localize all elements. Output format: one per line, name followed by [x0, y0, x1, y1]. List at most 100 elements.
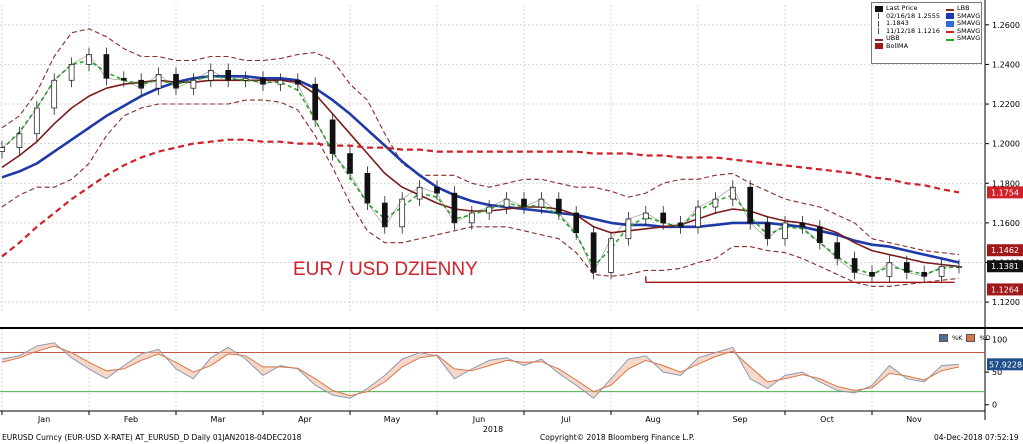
candle-body	[103, 54, 110, 79]
candle-body	[68, 64, 75, 81]
candle-body	[660, 212, 667, 224]
legend-label: BollMA	[886, 41, 909, 50]
price-tick-label: 1.1600	[992, 219, 1020, 228]
candle-body	[747, 186, 754, 224]
legend-swatch	[875, 43, 883, 50]
legend-swatch	[875, 5, 883, 12]
price-candles	[0, 47, 962, 284]
series-smavg-1	[1, 79, 960, 268]
chart-axes: 1.2600 1.2400 1.2200 1.2000 1.1800 1.1600 1.14…	[1, 21, 1023, 434]
legend-item: 02/16/18 1.2555	[875, 12, 940, 21]
month-tick-label: Feb	[124, 415, 138, 424]
candle-body	[173, 73, 179, 89]
instrument-label: EURUSD Curncy (EUR-USD X-RATE) AT_EURUSD…	[2, 433, 302, 442]
legend-swatch	[946, 13, 955, 20]
osc-series-0	[1, 342, 960, 399]
legend-item: LBB	[946, 4, 980, 13]
candle-body	[364, 173, 371, 204]
candle-body	[695, 206, 701, 228]
candle-body	[712, 198, 719, 208]
candle-body	[573, 212, 580, 234]
candle-body	[399, 198, 406, 228]
price-tick-label: 1.1200	[992, 298, 1020, 307]
price-tag-box	[987, 186, 1023, 199]
price-tick-label: 1.2000	[992, 140, 1020, 149]
legend-label: SMAVG	[957, 11, 981, 20]
osc-tick-label: 100	[992, 336, 1007, 345]
legend-item: 1.1843	[875, 19, 940, 28]
osc-tick-label: 0	[992, 401, 997, 410]
legend-item: 11/12/18 1.1216	[875, 26, 941, 36]
legend-label: LBB	[957, 4, 970, 12]
stochastic-oscillator: 100 50 0 57.9228	[0, 336, 1023, 410]
legend-column-left: Last Price 02/16/18 1.2555 1.1843 11/12/18 …	[875, 4, 941, 50]
month-tick-label: Jun	[472, 415, 486, 424]
legend-label: Last Price	[886, 4, 918, 12]
month-tick-label: Sep	[732, 415, 747, 424]
candle-body	[503, 198, 510, 208]
legend-item: SMAVG	[946, 11, 981, 21]
candle-body	[608, 238, 614, 273]
osc-tag-box	[987, 358, 1023, 371]
candle-body	[381, 202, 388, 228]
k-legend-swatch	[939, 334, 948, 342]
price-tag-label: 1.1754	[991, 188, 1019, 197]
candle-body	[329, 119, 336, 154]
legend-item: Last Price	[875, 4, 940, 13]
candle-body	[834, 242, 841, 259]
legend-label: SMAVG	[957, 19, 981, 27]
osc-tick-label: 50	[992, 368, 1002, 377]
candle-body	[903, 262, 910, 273]
candle-body	[155, 73, 162, 89]
candle-body	[347, 153, 353, 174]
price-tick-label: 1.2600	[992, 21, 1020, 30]
month-tick-label: Nov	[906, 415, 922, 424]
last-price-line	[1, 54, 959, 277]
series-smavg-3	[1, 59, 960, 276]
legend-swatch	[946, 8, 955, 11]
candle-body	[225, 70, 232, 81]
bollinger-bands	[1, 28, 960, 287]
series-ubb-4	[1, 28, 960, 256]
year-label: 2018	[483, 425, 503, 434]
legend-item: SMAVG	[946, 26, 981, 36]
chart-title: EUR / USD DZIENNY	[293, 259, 478, 280]
k-legend-label: %K	[952, 334, 963, 342]
legend-label: UBB	[886, 34, 900, 42]
legend-label: 1.1843	[886, 19, 909, 27]
candle-body	[886, 262, 893, 277]
candle-body	[416, 186, 423, 200]
legend-swatch	[946, 20, 955, 27]
price-tick-label: 1.2200	[992, 100, 1020, 109]
chart-legend: Last Price 02/16/18 1.2555 1.1843 11/12/18 …	[871, 2, 982, 64]
price-tag-box	[987, 283, 1023, 296]
month-tick-label: Aug	[645, 415, 661, 424]
candle-body	[816, 226, 823, 244]
osc-tag-label: 57.9228	[989, 360, 1022, 369]
price-tag-box	[987, 244, 1023, 257]
legend-swatch	[878, 28, 879, 35]
candle-body	[938, 266, 945, 277]
legend-swatch	[878, 20, 879, 27]
candle-body	[16, 133, 23, 148]
candle-body	[729, 186, 736, 200]
legend-label: SMAVG	[957, 26, 981, 35]
legend-swatch	[878, 13, 879, 20]
month-tick-label: Mar	[210, 415, 226, 424]
copyright-label: Copyright© 2018 Bloomberg Finance L.P.	[540, 433, 695, 442]
candle-body	[555, 198, 562, 214]
moving-averages	[1, 59, 960, 276]
candle-body	[851, 258, 858, 273]
legend-item: SMAVG	[946, 19, 981, 28]
legend-item: SMAVG	[946, 34, 980, 43]
month-tick-label: Jul	[560, 415, 571, 424]
candle-body	[190, 79, 197, 89]
series-smavg-2	[1, 138, 960, 258]
price-tag-label: 1.1264	[991, 285, 1019, 294]
price-tag-box	[987, 260, 1023, 273]
month-tick-label: Oct	[820, 415, 834, 424]
candle-body	[0, 147, 5, 152]
legend-label: 11/12/18 1.1216	[886, 26, 941, 35]
legend-swatch	[946, 38, 955, 41]
